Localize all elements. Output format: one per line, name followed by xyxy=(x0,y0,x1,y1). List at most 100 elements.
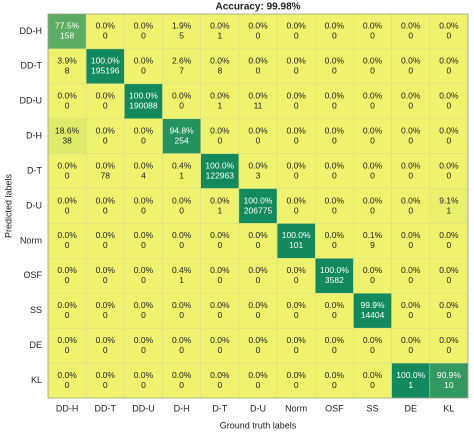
cell-count: 0 xyxy=(408,275,413,285)
cell-percent: 0.0% xyxy=(439,125,459,135)
cell-count: 0 xyxy=(65,380,70,390)
cell-count: 0 xyxy=(65,101,70,111)
cell-count: 158 xyxy=(60,31,74,41)
cell-percent: 0.0% xyxy=(57,160,77,170)
cell-percent: 0.0% xyxy=(363,91,383,101)
cell-count: 0 xyxy=(103,31,108,41)
cell-percent: 0.0% xyxy=(286,335,306,345)
cell-count: 0 xyxy=(141,380,146,390)
cell-count: 0 xyxy=(65,275,70,285)
heatmap-cell xyxy=(391,293,431,329)
heatmap-cell xyxy=(391,153,431,189)
heatmap-cell xyxy=(429,223,469,259)
cell-count: 1 xyxy=(217,205,222,215)
cell-count: 0 xyxy=(408,170,413,180)
y-tick-label: KL xyxy=(31,375,42,385)
cell-count: 0 xyxy=(217,240,222,250)
cell-count: 11 xyxy=(254,101,263,111)
cell-percent: 0.0% xyxy=(210,21,230,31)
cell-percent: 0.0% xyxy=(439,160,459,170)
heatmap-cell xyxy=(353,188,392,224)
cell-percent: 0.0% xyxy=(57,335,77,345)
cell-count: 1 xyxy=(408,380,413,390)
heatmap-cell xyxy=(47,258,87,294)
cell-percent: 0.0% xyxy=(286,56,306,66)
cell-count: 0 xyxy=(370,380,375,390)
cell-count: 0 xyxy=(103,345,108,355)
cell-percent: 0.0% xyxy=(134,195,154,205)
cell-percent: 3.9% xyxy=(57,56,77,66)
cell-count: 7 xyxy=(179,66,184,76)
cell-percent: 0.0% xyxy=(325,370,345,380)
cell-percent: 0.0% xyxy=(363,56,383,66)
heatmap-cell xyxy=(315,258,354,294)
heatmap-cell xyxy=(315,223,354,259)
cell-count: 0 xyxy=(256,380,261,390)
cell-percent: 0.0% xyxy=(248,160,268,170)
cell-count: 8 xyxy=(217,66,222,76)
cell-count: 0 xyxy=(370,135,375,145)
cell-percent: 0.0% xyxy=(96,160,116,170)
cell-count: 101 xyxy=(289,240,303,250)
heatmap-cell xyxy=(276,83,316,119)
heatmap-cell xyxy=(47,83,87,119)
heatmap-cell xyxy=(162,258,201,294)
y-tick-label: Norm xyxy=(20,235,42,245)
heatmap-cell xyxy=(124,153,163,189)
x-tick-label: DE xyxy=(404,403,417,413)
cell-percent: 0.0% xyxy=(286,160,306,170)
heatmap-cell xyxy=(200,48,240,85)
cell-percent: 0.0% xyxy=(286,265,306,275)
cell-percent: 0.0% xyxy=(439,56,459,66)
cell-percent: 0.0% xyxy=(286,370,306,380)
cell-count: 0 xyxy=(294,380,299,390)
cell-count: 0 xyxy=(103,275,108,285)
y-tick-label: DD-U xyxy=(20,96,43,106)
heatmap-cell xyxy=(429,258,469,294)
y-tick-label: D-U xyxy=(26,200,42,210)
cell-percent: 100.0% xyxy=(320,265,349,275)
heatmap-cell xyxy=(315,13,354,50)
heatmap-cell xyxy=(47,48,87,85)
heatmap-cell xyxy=(276,48,316,85)
cell-count: 0 xyxy=(141,66,146,76)
cell-percent: 0.0% xyxy=(325,300,345,310)
cell-count: 0 xyxy=(447,31,452,41)
x-tick-label: D-U xyxy=(250,403,266,413)
cell-count: 0 xyxy=(332,31,337,41)
cell-count: 0 xyxy=(294,135,299,145)
cell-percent: 0.0% xyxy=(96,370,116,380)
heatmap-cell xyxy=(200,118,240,154)
cell-count: 0 xyxy=(103,380,108,390)
heatmap-cell xyxy=(429,153,469,189)
heatmap-cell xyxy=(353,362,392,399)
heatmap-cell xyxy=(238,118,278,154)
cell-count: 0 xyxy=(179,240,184,250)
cell-count: 0 xyxy=(447,275,452,285)
x-tick-label: KL xyxy=(443,403,454,413)
heatmap-cell xyxy=(162,118,201,154)
heatmap-cell xyxy=(85,258,125,294)
heatmap-cell xyxy=(238,223,278,259)
cell-count: 0 xyxy=(408,310,413,320)
cell-count: 0 xyxy=(294,31,299,41)
cell-percent: 0.0% xyxy=(96,265,116,275)
cell-count: 0 xyxy=(65,205,70,215)
cell-percent: 0.0% xyxy=(210,335,230,345)
cell-percent: 0.0% xyxy=(210,125,230,135)
cell-count: 0 xyxy=(141,310,146,320)
cell-count: 0 xyxy=(332,135,337,145)
chart-title: Accuracy: 99.98% xyxy=(215,2,300,13)
cell-count: 0 xyxy=(447,101,452,111)
cell-percent: 0.0% xyxy=(96,335,116,345)
heatmap-cell xyxy=(429,327,469,364)
heatmap-cell xyxy=(200,83,240,119)
cell-percent: 0.0% xyxy=(286,91,306,101)
heatmap-cell xyxy=(391,48,431,85)
heatmap-cell xyxy=(124,48,163,85)
cell-percent: 0.0% xyxy=(210,370,230,380)
cell-count: 0 xyxy=(256,345,261,355)
x-tick-label: DD-U xyxy=(132,403,155,413)
cell-percent: 77.5% xyxy=(55,21,80,31)
cell-count: 0 xyxy=(447,240,452,250)
